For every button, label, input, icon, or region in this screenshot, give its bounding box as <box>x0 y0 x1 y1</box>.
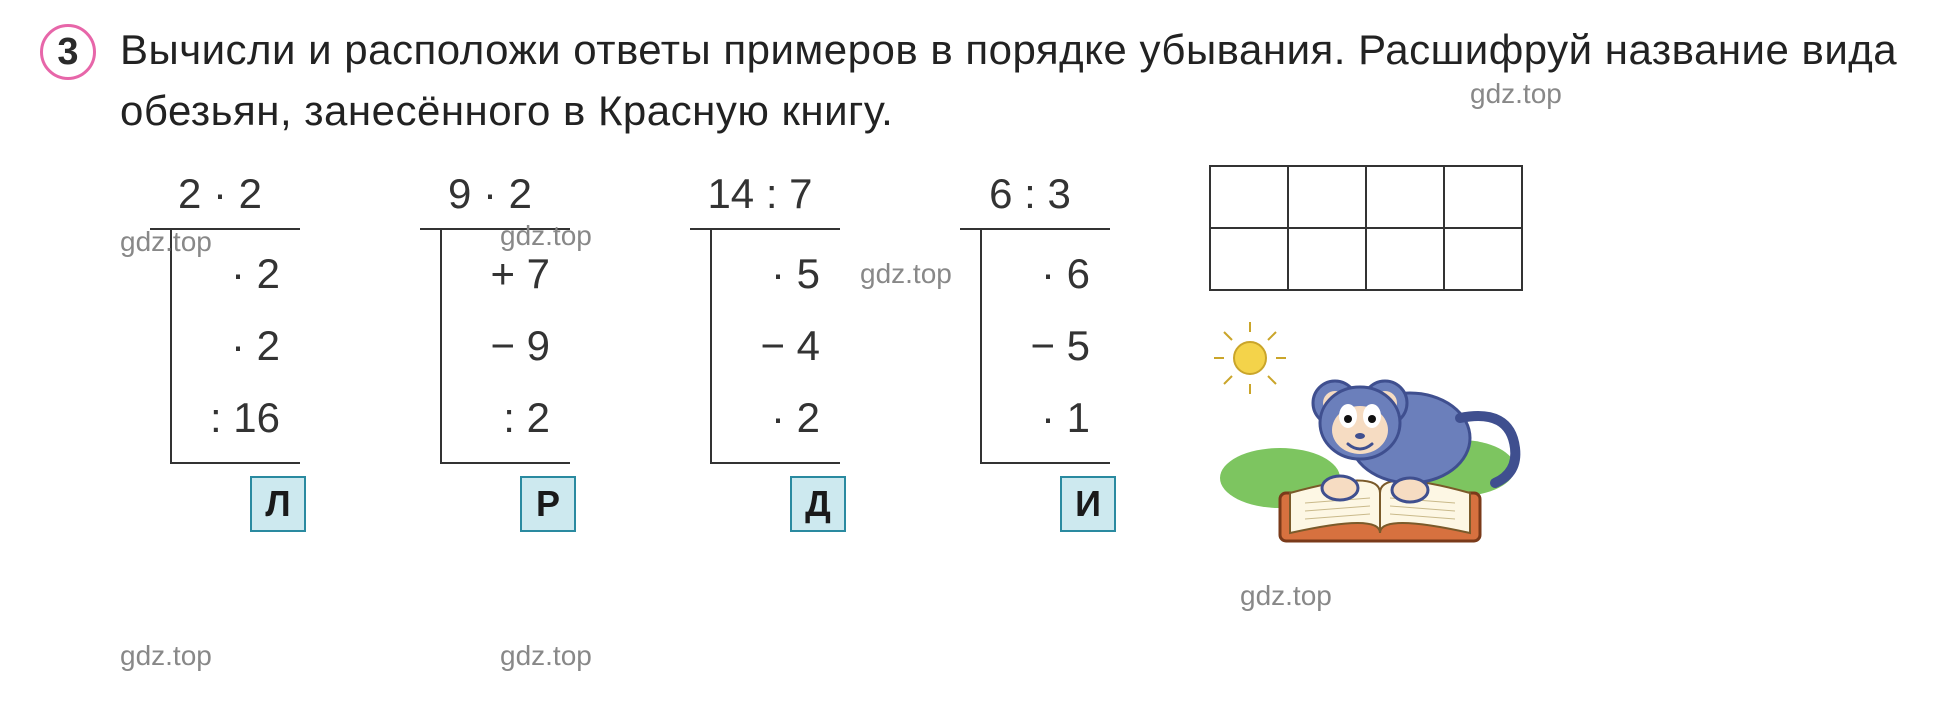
calc-steps: · 2· 2: 16 <box>170 230 300 464</box>
calc-step: · 5 <box>738 238 820 310</box>
problem-number: 3 <box>57 31 78 74</box>
calc-step: + 7 <box>468 238 550 310</box>
calc-step: · 6 <box>1008 238 1090 310</box>
calc-step: · 2 <box>198 238 280 310</box>
answer-cell <box>1365 165 1445 229</box>
cipher-letter-box: Л <box>250 476 306 532</box>
calc-step: − 5 <box>1008 310 1090 382</box>
problem-text: Вычисли и расположи ответы примеров в по… <box>120 20 1907 142</box>
cipher-letter-box: И <box>1060 476 1116 532</box>
answer-grid <box>1210 166 1522 290</box>
watermark: gdz.top <box>500 640 592 672</box>
calc-first-expression: 6 : 3 <box>960 166 1110 230</box>
calc-block-2: 14 : 7· 5− 4· 2Д <box>690 166 840 532</box>
calc-block-0: 2 · 2· 2· 2: 16Л <box>150 166 300 532</box>
answer-cell <box>1209 227 1289 291</box>
calc-step: − 9 <box>468 310 550 382</box>
monkey-illustration <box>1210 318 1530 558</box>
calc-step: · 2 <box>198 310 280 382</box>
calc-step: · 2 <box>738 382 820 454</box>
watermark: gdz.top <box>1240 580 1332 612</box>
answer-cell <box>1209 165 1289 229</box>
answer-cell <box>1443 227 1523 291</box>
work-area: 2 · 2· 2· 2: 16Л9 · 2+ 7− 9: 2Р14 : 7· 5… <box>150 166 1907 558</box>
calc-steps: · 6− 5· 1 <box>980 230 1110 464</box>
answer-cell <box>1365 227 1445 291</box>
calc-block-1: 9 · 2+ 7− 9: 2Р <box>420 166 570 532</box>
answer-cell <box>1287 165 1367 229</box>
watermark: gdz.top <box>120 640 212 672</box>
calc-step: : 2 <box>468 382 550 454</box>
cipher-letter-box: Д <box>790 476 846 532</box>
calc-first-expression: 14 : 7 <box>690 166 840 230</box>
calc-step: · 1 <box>1008 382 1090 454</box>
answer-cell <box>1443 165 1523 229</box>
calc-first-expression: 2 · 2 <box>150 166 300 230</box>
calc-step: − 4 <box>738 310 820 382</box>
problem-number-badge: 3 <box>40 24 96 80</box>
calc-step: : 16 <box>198 382 280 454</box>
calc-steps: · 5− 4· 2 <box>710 230 840 464</box>
cipher-letter-box: Р <box>520 476 576 532</box>
calc-block-3: 6 : 3· 6− 5· 1И <box>960 166 1110 532</box>
calc-first-expression: 9 · 2 <box>420 166 570 230</box>
calc-steps: + 7− 9: 2 <box>440 230 570 464</box>
answer-cell <box>1287 227 1367 291</box>
